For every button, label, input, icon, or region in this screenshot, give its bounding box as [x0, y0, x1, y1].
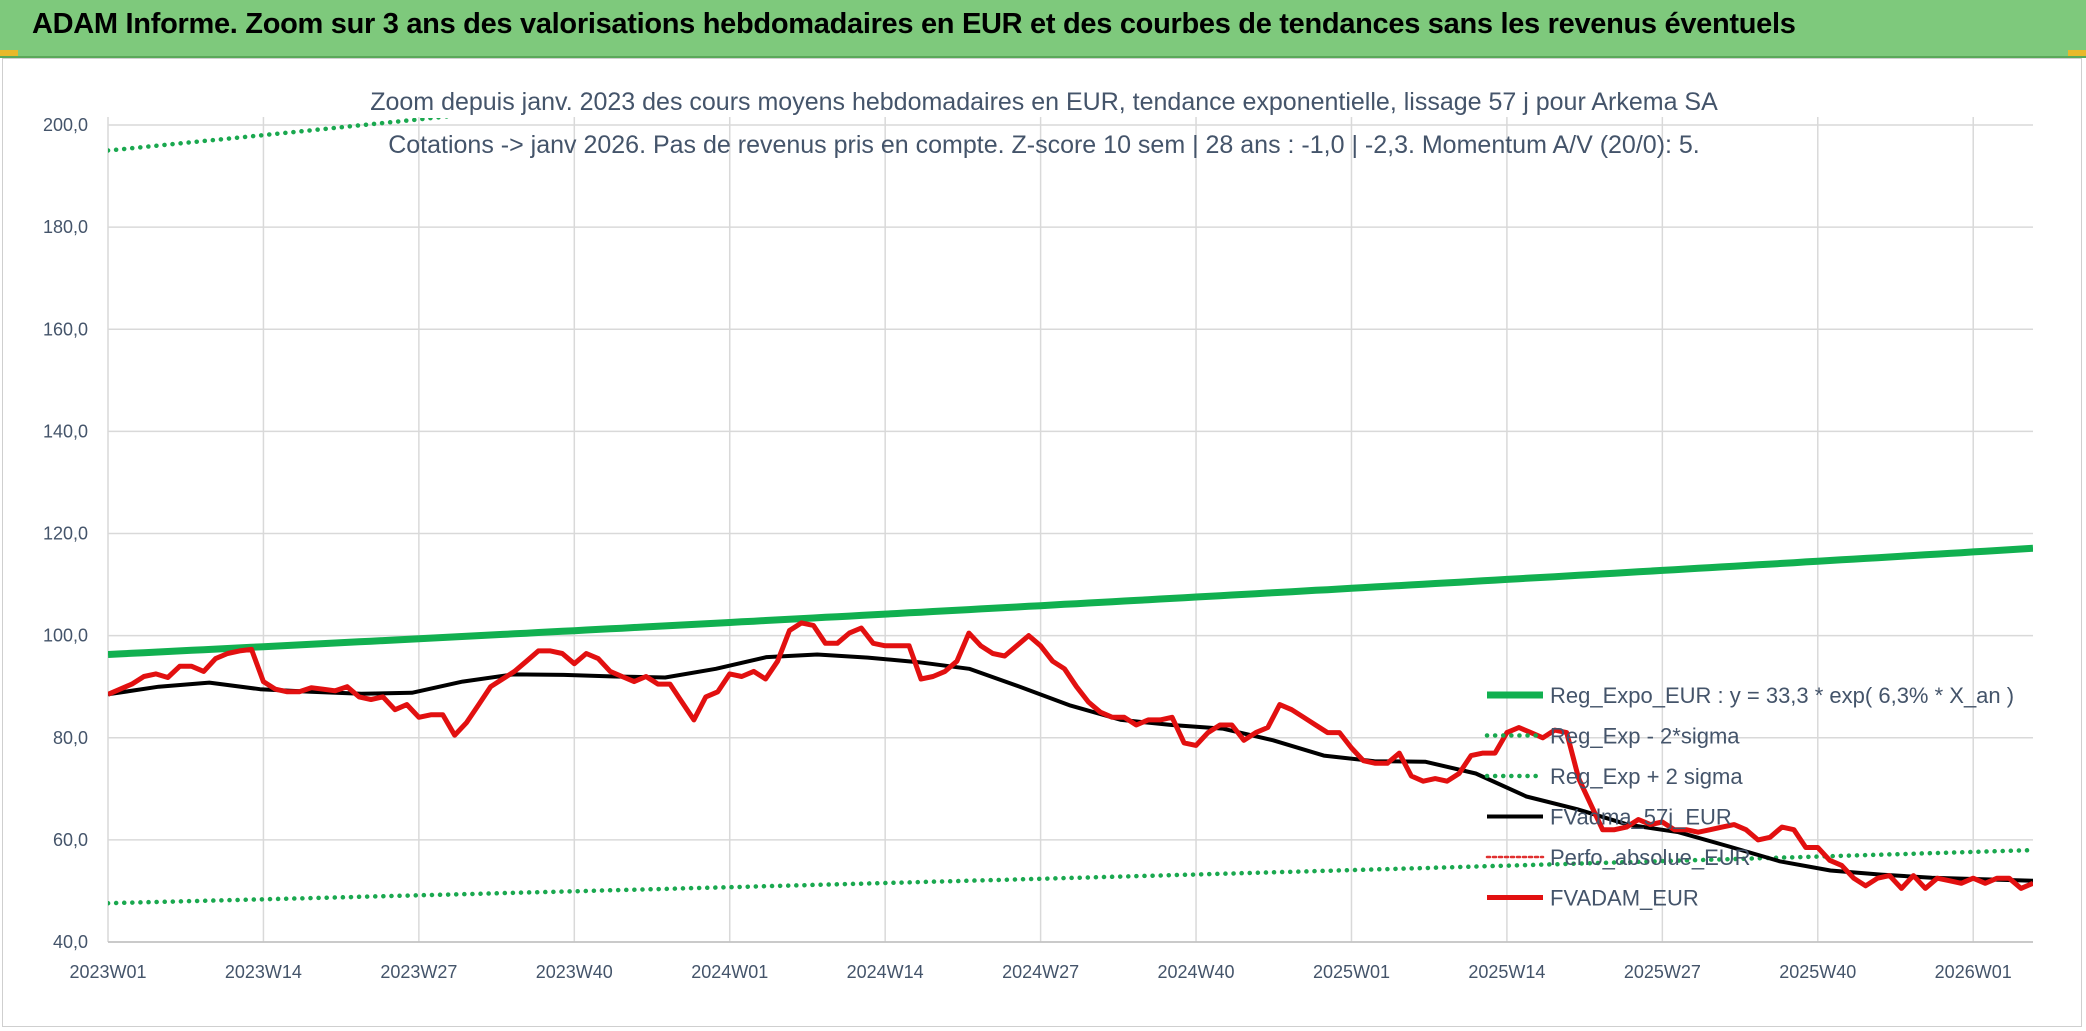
x-tick-label: 2025W01: [1313, 962, 1390, 982]
report-header: ADAM Informe. Zoom sur 3 ans des valoris…: [0, 0, 2086, 58]
x-tick-label: 2024W27: [1002, 962, 1079, 982]
series-reg-exp-minus-2-sigma: [108, 847, 2033, 906]
x-tick-label: 2023W40: [536, 962, 613, 982]
legend-label: Reg_Exp - 2*sigma: [1550, 724, 1740, 749]
legend-label: FVADAM_EUR: [1550, 886, 1699, 911]
x-tick-label: 2024W14: [847, 962, 924, 982]
x-tick-label: 2025W14: [1468, 962, 1545, 982]
y-axis: 40,0 60,0 80,0 100,0 120,0 140,0 160,0 180,0 200…: [43, 115, 88, 952]
y-tick-label: 80,0: [53, 728, 88, 748]
legend-label: FVadma_57j_EUR: [1550, 805, 1732, 830]
x-tick-label: 2026W01: [1935, 962, 2012, 982]
legend-label: Reg_Expo_EUR : y = 33,3 * exp( 6,3% * X_…: [1550, 683, 2014, 708]
series-reg-expo: [108, 544, 2033, 658]
y-tick-label: 120,0: [43, 524, 88, 544]
y-tick-label: 140,0: [43, 421, 88, 441]
report-title: ADAM Informe. Zoom sur 3 ans des valoris…: [32, 8, 1796, 40]
chart-legend: Reg_Expo_EUR : y = 33,3 * exp( 6,3% * X_…: [1484, 683, 2014, 911]
x-tick-label: 2024W40: [1158, 962, 1235, 982]
header-accent-left: [0, 50, 18, 56]
y-tick-label: 180,0: [43, 217, 88, 237]
y-tick-label: 200,0: [43, 115, 88, 135]
legend-label: Reg_Exp + 2 sigma: [1550, 764, 1743, 789]
x-tick-label: 2023W27: [380, 962, 457, 982]
x-tick-label: 2023W01: [69, 962, 146, 982]
chart-frame: [2, 58, 2082, 1027]
plot-area: [108, 118, 2033, 906]
x-tick-label: 2024W01: [691, 962, 768, 982]
series-fvadam: [108, 620, 2033, 891]
x-tick-label: 2025W40: [1779, 962, 1856, 982]
x-tick-label: 2025W27: [1624, 962, 1701, 982]
header-accent-right: [2068, 50, 2086, 56]
chart-title-line-2: Cotations -> janv 2026. Pas de revenus p…: [388, 131, 1700, 159]
y-tick-label: 160,0: [43, 319, 88, 339]
legend-label: Perfo_absolue_EUR: [1550, 845, 1751, 870]
series-fvadma: [108, 652, 2033, 883]
series-reg-exp-plus-2-sigma: [108, 118, 455, 153]
chart-grid: [107, 117, 2033, 943]
chart-series: [108, 118, 2033, 906]
y-tick-label: 100,0: [43, 626, 88, 646]
chart-title-line-1: Zoom depuis janv. 2023 des cours moyens …: [370, 88, 1718, 116]
x-axis: 2023W01 2023W14 2023W27 2023W40 2024W01 2024W…: [69, 941, 2033, 982]
y-tick-label: 60,0: [53, 830, 88, 850]
x-tick-label: 2023W14: [225, 962, 302, 982]
y-tick-label: 40,0: [53, 932, 88, 952]
